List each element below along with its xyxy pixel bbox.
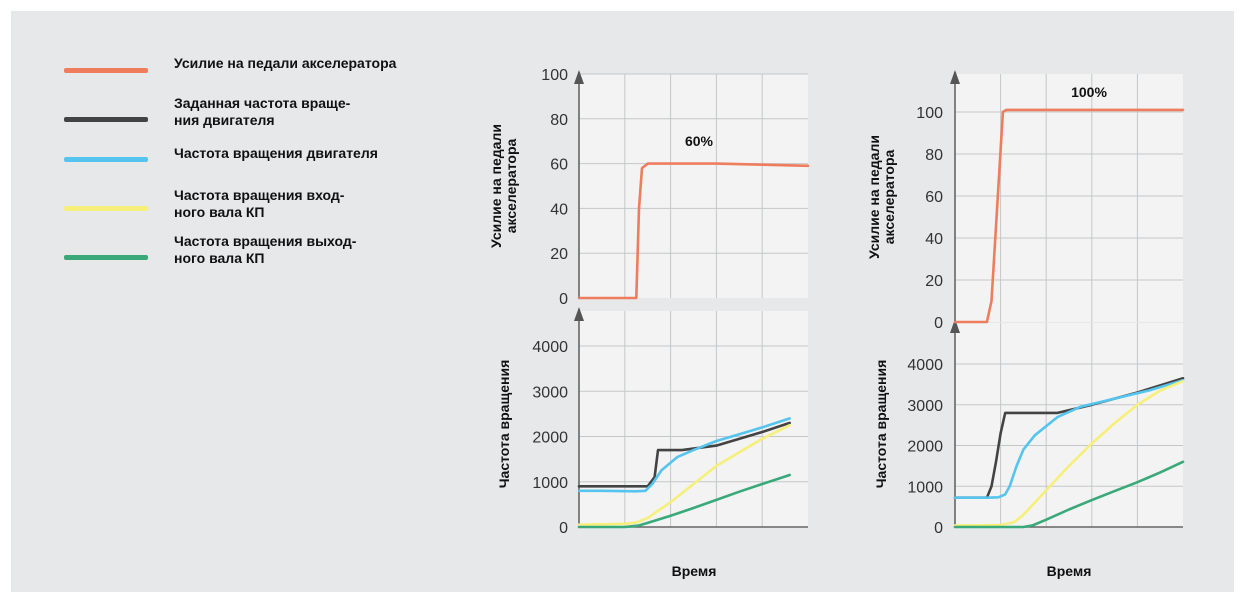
legend-label: Частота вращения двигателя xyxy=(174,145,378,161)
y-axis-arrow xyxy=(950,70,960,84)
y-tick-label: 2000 xyxy=(532,430,568,447)
speed-series-line xyxy=(577,473,792,529)
legend-swatch xyxy=(64,206,148,211)
annotation-label: 60% xyxy=(685,133,714,149)
y-axis-label: Усилие на педали xyxy=(866,135,882,259)
y-axis-label: акселератора xyxy=(881,150,897,245)
legend-item: Усилие на педали акселератора xyxy=(64,55,484,95)
speed-series-line xyxy=(577,417,792,493)
y-axis-arrow xyxy=(950,319,960,333)
legend-item: Заданная частота враще- ния двигателя xyxy=(64,95,484,135)
y-tick-label: 80 xyxy=(550,112,568,129)
y-tick-label: 100 xyxy=(541,67,568,84)
y-axis-arrow xyxy=(574,70,584,84)
y-tick-label: 4000 xyxy=(532,339,568,356)
bottom-plot-background xyxy=(955,323,1183,527)
legend-label: Частота вращения вход- ного вала КП xyxy=(174,187,345,220)
y-tick-label: 3000 xyxy=(907,398,943,415)
bottom-plot-background xyxy=(579,311,808,527)
x-axis-label: Время xyxy=(1047,563,1092,579)
y-axis-arrow xyxy=(574,307,584,321)
y-tick-label: 20 xyxy=(925,273,943,290)
speed-series-line xyxy=(953,379,1185,527)
legend-label: Усилие на педали акселератора xyxy=(174,55,397,71)
y-tick-label: 0 xyxy=(559,520,568,537)
y-tick-label: 40 xyxy=(925,231,943,248)
legend-swatch xyxy=(64,117,148,122)
figure-panel: Усилие на педали акселератора Заданная ча… xyxy=(11,11,1234,592)
y-tick-label: 0 xyxy=(559,291,568,308)
y-axis-label: акселератора xyxy=(503,139,519,234)
y-tick-label: 100 xyxy=(916,105,943,122)
y-tick-label: 40 xyxy=(550,201,568,218)
annotation-label: 100% xyxy=(1071,84,1107,100)
speed-series-line xyxy=(953,378,1185,500)
y-tick-label: 60 xyxy=(550,157,568,174)
legend-item: Частота вращения вход- ного вала КП xyxy=(64,187,484,227)
legend-swatch xyxy=(64,157,148,162)
y-tick-label: 60 xyxy=(925,189,943,206)
legend-label: Заданная частота враще- ния двигателя xyxy=(174,95,351,128)
y-tick-label: 2000 xyxy=(907,439,943,456)
y-tick-label: 80 xyxy=(925,147,943,164)
chart-100: 02040608010001000200030004000100%Усилие … xyxy=(866,70,1185,579)
legend: Усилие на педали акселератора Заданная ча… xyxy=(11,11,481,311)
y-tick-label: 20 xyxy=(550,246,568,263)
top-plot-background xyxy=(579,74,808,298)
y-axis-label: Частота вращения xyxy=(496,360,512,489)
legend-label: Частота вращения выход- ного вала КП xyxy=(174,233,357,266)
legend-item: Частота вращения двигателя xyxy=(64,145,484,185)
y-tick-label: 1000 xyxy=(907,479,943,496)
legend-swatch xyxy=(64,68,148,73)
y-tick-label: 1000 xyxy=(532,475,568,492)
y-axis-label: Частота вращения xyxy=(873,360,889,489)
y-tick-label: 0 xyxy=(934,315,943,332)
y-tick-label: 3000 xyxy=(532,384,568,401)
legend-item: Частота вращения выход- ного вала КП xyxy=(64,233,484,273)
speed-series-line xyxy=(577,423,792,527)
y-tick-label: 0 xyxy=(934,520,943,537)
y-axis-label: Усилие на педали xyxy=(488,124,504,248)
y-tick-label: 4000 xyxy=(907,357,943,374)
speed-series-line xyxy=(577,421,792,488)
speed-series-line xyxy=(953,460,1185,529)
pedal-series-line xyxy=(577,162,810,300)
legend-swatch xyxy=(64,255,148,260)
pedal-series-line xyxy=(953,108,1185,324)
x-axis-label: Время xyxy=(672,563,717,579)
